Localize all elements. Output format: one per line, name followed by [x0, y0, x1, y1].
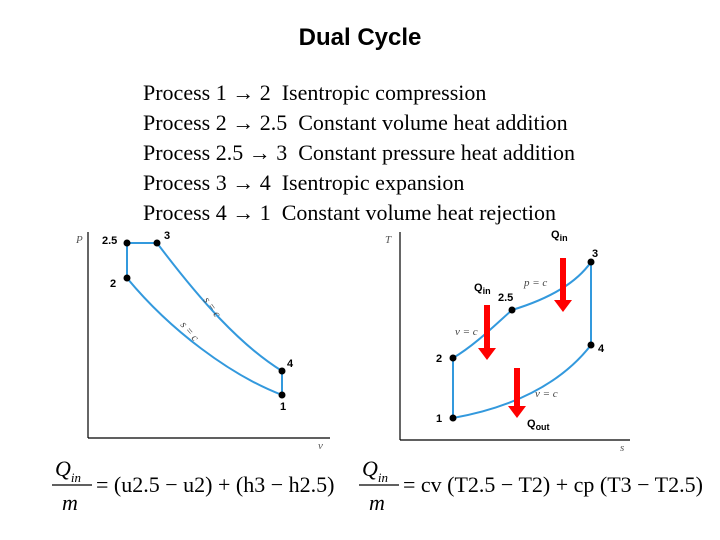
pv-point-label: 4	[287, 358, 294, 370]
heat-out-arrow-icon	[508, 368, 526, 418]
ts-curve-label: v = c	[535, 388, 558, 400]
arrow-right-icon: →	[232, 200, 255, 225]
pv-point-marker	[123, 239, 131, 247]
equation-denominator: m	[369, 490, 385, 515]
process-line: Process 4 → 1 Constant volume heat rejec…	[143, 200, 557, 225]
equation-left: Qin m = (u2.5 − u2) + (h3 − h2.5)	[52, 456, 334, 515]
arrow-right-icon: →	[248, 140, 271, 165]
page-title: Dual Cycle	[298, 24, 422, 51]
ts-point-marker	[508, 306, 516, 314]
pv-point-marker	[123, 274, 131, 282]
ts-heat-out-label: Qout	[527, 418, 550, 432]
equation-numerator: Qin	[55, 456, 81, 485]
pv-diagram: P v s = c s = c 2.5 3 2 4 1	[75, 230, 330, 452]
ts-point-label: 2.5	[498, 292, 513, 304]
ts-diagram: T s p = c v = c v = c Qin Qin Qout	[385, 229, 630, 454]
ts-curve-label: p = c	[523, 277, 547, 289]
ts-heat-in-label: Qin	[474, 282, 491, 296]
pv-y-axis-label: P	[75, 234, 83, 246]
heat-in-arrow-icon	[478, 305, 496, 360]
ts-point-label: 3	[592, 248, 598, 260]
ts-constant-pressure-curve	[511, 261, 592, 311]
pv-compression-curve	[126, 277, 283, 396]
ts-point-marker	[449, 414, 457, 422]
pv-x-axis-label: v	[318, 440, 323, 452]
ts-curve-label: v = c	[455, 326, 478, 338]
equation-denominator: m	[62, 490, 78, 515]
process-line: Process 2.5 → 3 Constant pressure heat a…	[143, 140, 575, 165]
heat-in-arrow-icon	[554, 258, 572, 312]
process-list: Process 1 → 2 Isentropic compression Pro…	[143, 78, 575, 228]
pv-point-label: 3	[164, 230, 170, 242]
ts-y-axis-label: T	[385, 234, 392, 246]
ts-point-marker	[449, 354, 457, 362]
ts-point-label: 2	[436, 353, 442, 365]
pv-point-label: 2	[110, 278, 116, 290]
process-line: Process 3 → 4 Isentropic expansion	[143, 170, 465, 195]
equation-numerator: Qin	[362, 456, 388, 485]
ts-x-axis-label: s	[620, 442, 624, 454]
pv-point-label: 1	[280, 401, 286, 413]
pv-curve-label: s = c	[201, 295, 224, 320]
process-line: Process 1 → 2 Isentropic compression	[143, 80, 487, 105]
pv-point-label: 2.5	[102, 235, 117, 247]
ts-point-label: 1	[436, 413, 442, 425]
pv-point-marker	[278, 391, 286, 399]
ts-point-marker	[587, 341, 595, 349]
process-line: Process 2 → 2.5 Constant volume heat add…	[143, 110, 568, 135]
arrow-right-icon: →	[232, 110, 255, 135]
pv-expansion-curve	[156, 242, 283, 372]
pv-point-marker	[153, 239, 161, 247]
arrow-right-icon: →	[232, 80, 255, 105]
equation-right: Qin m = cv (T2.5 − T2) + cp (T3 − T2.5)	[359, 456, 703, 515]
arrow-right-icon: →	[232, 170, 255, 195]
ts-point-marker	[587, 258, 595, 266]
equation-rhs: = (u2.5 − u2) + (h3 − h2.5)	[96, 472, 334, 497]
ts-point-label: 4	[598, 343, 605, 355]
ts-heat-rejection-curve	[452, 344, 592, 419]
equation-rhs: = cv (T2.5 − T2) + cp (T3 − T2.5)	[403, 472, 703, 497]
pv-point-marker	[278, 367, 286, 375]
ts-heat-in-label: Qin	[551, 229, 568, 243]
